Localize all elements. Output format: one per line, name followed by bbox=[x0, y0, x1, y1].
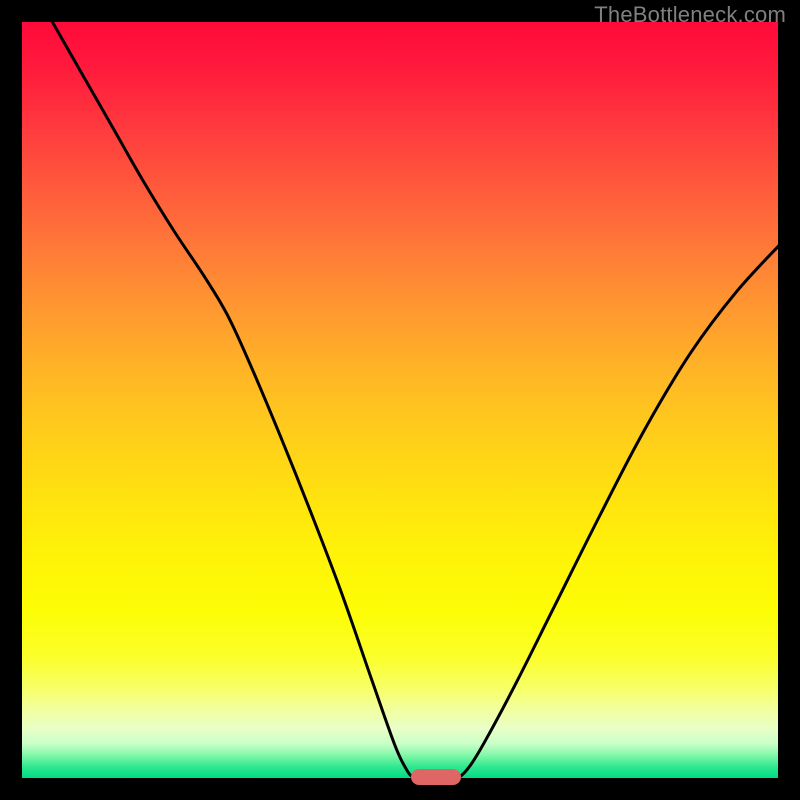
chart-frame: TheBottleneck.com bbox=[0, 0, 800, 800]
plot-area bbox=[20, 20, 780, 780]
optimal-marker bbox=[411, 769, 461, 785]
bottleneck-curve bbox=[22, 22, 782, 782]
watermark-text: TheBottleneck.com bbox=[594, 2, 786, 28]
